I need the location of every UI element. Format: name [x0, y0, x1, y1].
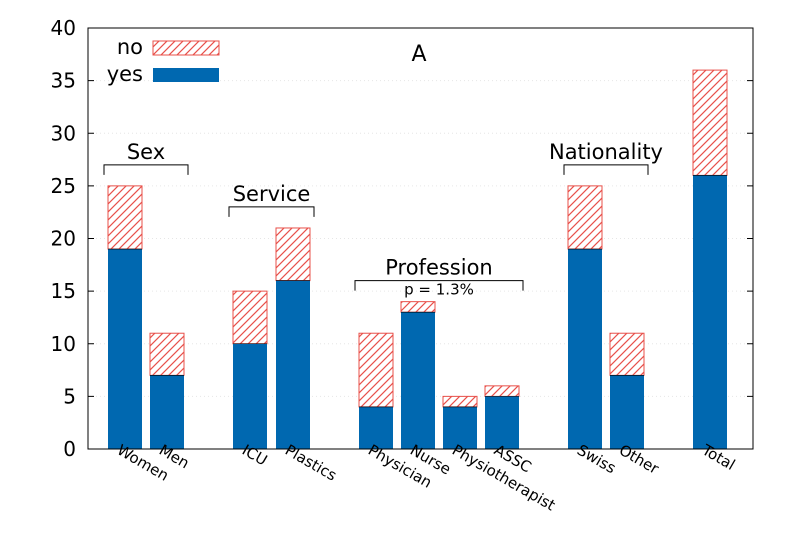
bar-yes-icu — [233, 343, 267, 449]
group-label-nationality: Nationality — [549, 140, 663, 164]
bar-yes-nurse — [401, 312, 435, 449]
bar-no-men — [149, 332, 185, 376]
bar-yes-other — [610, 375, 644, 449]
legend-label-no: no — [117, 35, 143, 59]
bar-no-plastics — [275, 227, 311, 282]
legend-label-yes: yes — [107, 62, 143, 86]
y-tick-label: 30 — [51, 121, 76, 145]
bar-yes-physician — [359, 406, 393, 449]
bar-yes-assc — [485, 396, 519, 449]
bar-no-icu — [232, 290, 268, 345]
bar-yes-swiss — [568, 249, 602, 449]
y-tick-label: 15 — [51, 279, 76, 303]
y-tick-label: 5 — [63, 384, 76, 408]
bracket-service — [228, 206, 315, 217]
bars — [107, 69, 728, 449]
bar-yes-total — [693, 175, 727, 449]
y-tick-label: 0 — [63, 437, 76, 461]
bar-yes-women — [108, 249, 142, 449]
bar-no-swiss — [567, 185, 603, 250]
legend: no yes — [107, 35, 220, 86]
legend-swatch-no — [152, 40, 220, 56]
group-label-profession: Profession — [385, 256, 493, 280]
bar-no-physician — [358, 332, 394, 408]
y-axis: 0 5 10 15 20 25 30 35 40 — [51, 16, 753, 461]
y-tick-label: 35 — [51, 69, 76, 93]
bar-no-other — [609, 332, 645, 376]
chart-title: A — [411, 42, 426, 67]
y-tick-label: 25 — [51, 174, 76, 198]
bracket-sex — [103, 164, 189, 175]
group-label-sex: Sex — [127, 140, 165, 164]
y-tick-label: 20 — [51, 227, 76, 251]
legend-swatch-yes — [153, 68, 219, 82]
bar-no-women — [107, 185, 143, 250]
bar-no-total — [692, 69, 728, 176]
bar-yes-men — [150, 375, 184, 449]
bar-yes-plastics — [276, 280, 310, 449]
bar-no-physiotherapist — [442, 395, 478, 408]
y-tick-label: 10 — [51, 332, 76, 356]
group-label-service: Service — [233, 182, 311, 206]
bracket-nationality — [563, 164, 649, 175]
x-tick-label-plastics: Plastics — [282, 441, 340, 485]
p-value-annotation: p = 1.3% — [404, 281, 474, 299]
bar-yes-physiotherapist — [443, 406, 477, 449]
bracket-profession — [354, 280, 524, 291]
y-tick-label: 40 — [51, 16, 76, 40]
bar-no-nurse — [400, 301, 436, 313]
bar-no-assc — [484, 385, 520, 397]
